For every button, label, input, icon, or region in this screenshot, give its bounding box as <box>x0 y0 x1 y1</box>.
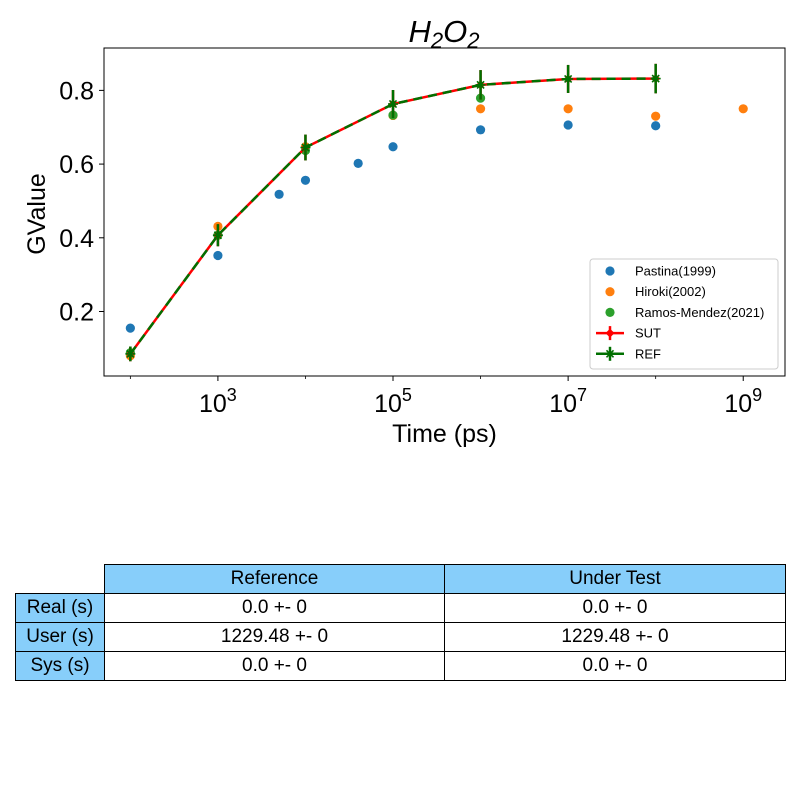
cell-under-test: 0.0 +- 0 <box>444 651 786 681</box>
y-tick-label: 0.8 <box>59 77 94 105</box>
data-point <box>125 323 135 333</box>
star-stroke <box>388 99 398 109</box>
data-point <box>563 104 573 114</box>
star-stroke <box>476 80 485 89</box>
data-point <box>388 99 399 110</box>
star-stroke <box>301 143 310 152</box>
data-point <box>274 189 284 199</box>
x-tick-label: 107 <box>549 385 587 418</box>
data-point <box>300 142 311 153</box>
cell-reference: 0.0 +- 0 <box>104 651 445 681</box>
data-point <box>353 158 363 168</box>
data-point <box>125 348 136 359</box>
legend-marker <box>605 307 615 317</box>
data-point <box>738 104 748 114</box>
star-stroke <box>213 231 223 240</box>
table-row: Sys (s) 0.0 +- 0 0.0 +- 0 <box>15 651 786 681</box>
legend-entry: Ramos-Mendez(2021) <box>605 305 764 320</box>
star-stroke <box>605 349 615 358</box>
data-point <box>300 175 311 185</box>
legend-label: Ramos-Mendez(2021) <box>635 305 764 320</box>
star-stroke <box>651 74 660 83</box>
header-reference: Reference <box>104 564 445 594</box>
plot-area <box>125 63 748 362</box>
cell-reference: 1229.48 +- 0 <box>104 622 445 652</box>
row-label: Real (s) <box>15 593 105 623</box>
data-point <box>650 73 661 84</box>
data-point <box>651 121 661 131</box>
table-row: User (s) 1229.48 +- 0 1229.48 +- 0 <box>15 622 786 652</box>
cell-under-test: 0.0 +- 0 <box>444 593 786 623</box>
data-point <box>475 125 486 135</box>
legend-frame <box>589 258 779 370</box>
data-point <box>563 120 573 130</box>
star-stroke <box>564 74 573 84</box>
x-tick-label: 103 <box>199 385 237 418</box>
axes: 103 105 107 109 0.2 0.4 0.6 0.8 <box>59 77 762 418</box>
legend: Pastina(1999) Hiroki(2002) Ramos-Mendez(20… <box>589 258 779 370</box>
y-tick-label: 0.2 <box>59 299 94 327</box>
data-point <box>388 142 398 152</box>
data-point <box>213 250 223 261</box>
legend-entry: SUT <box>596 326 661 341</box>
y-tick-label: 0.4 <box>59 225 94 253</box>
x-tick-label: 109 <box>724 385 762 418</box>
legend-entry: Pastina(1999) <box>605 264 716 279</box>
legend-label: Hiroki(2002) <box>635 284 706 299</box>
legend-marker <box>605 287 615 297</box>
timing-table: Reference Under Test Real (s) 0.0 +- 0 0… <box>15 564 786 681</box>
plot-frame <box>103 47 786 377</box>
table-corner-cell <box>16 565 105 594</box>
data-point <box>212 230 223 241</box>
y-axis-label: GValue <box>23 173 51 255</box>
data-point <box>651 111 661 121</box>
legend-marker <box>605 266 615 276</box>
legend-label: Pastina(1999) <box>635 264 716 279</box>
y-tick-label: 0.6 <box>59 151 94 179</box>
legend-label: SUT <box>635 326 661 341</box>
data-point <box>563 73 574 84</box>
star-stroke <box>126 349 135 358</box>
legend-marker <box>605 328 615 338</box>
header-under-test: Under Test <box>444 564 786 594</box>
x-tick-label: 105 <box>374 385 412 418</box>
data-point <box>475 79 486 90</box>
cell-reference: 0.0 +- 0 <box>104 593 445 623</box>
chart-title: H2O2 <box>408 14 479 53</box>
table-row: Real (s) 0.0 +- 0 0.0 +- 0 <box>15 593 786 623</box>
legend-entry: Hiroki(2002) <box>605 284 706 299</box>
legend-label: REF <box>635 346 661 361</box>
table-header-row: Reference Under Test <box>16 564 786 594</box>
row-label: User (s) <box>15 622 105 652</box>
x-axis-label: Time (ps) <box>392 420 497 448</box>
legend-entry: REF <box>596 346 661 361</box>
data-point <box>475 104 486 114</box>
cell-under-test: 1229.48 +- 0 <box>444 622 786 652</box>
row-label: Sys (s) <box>15 651 105 681</box>
legend-marker <box>605 348 615 359</box>
